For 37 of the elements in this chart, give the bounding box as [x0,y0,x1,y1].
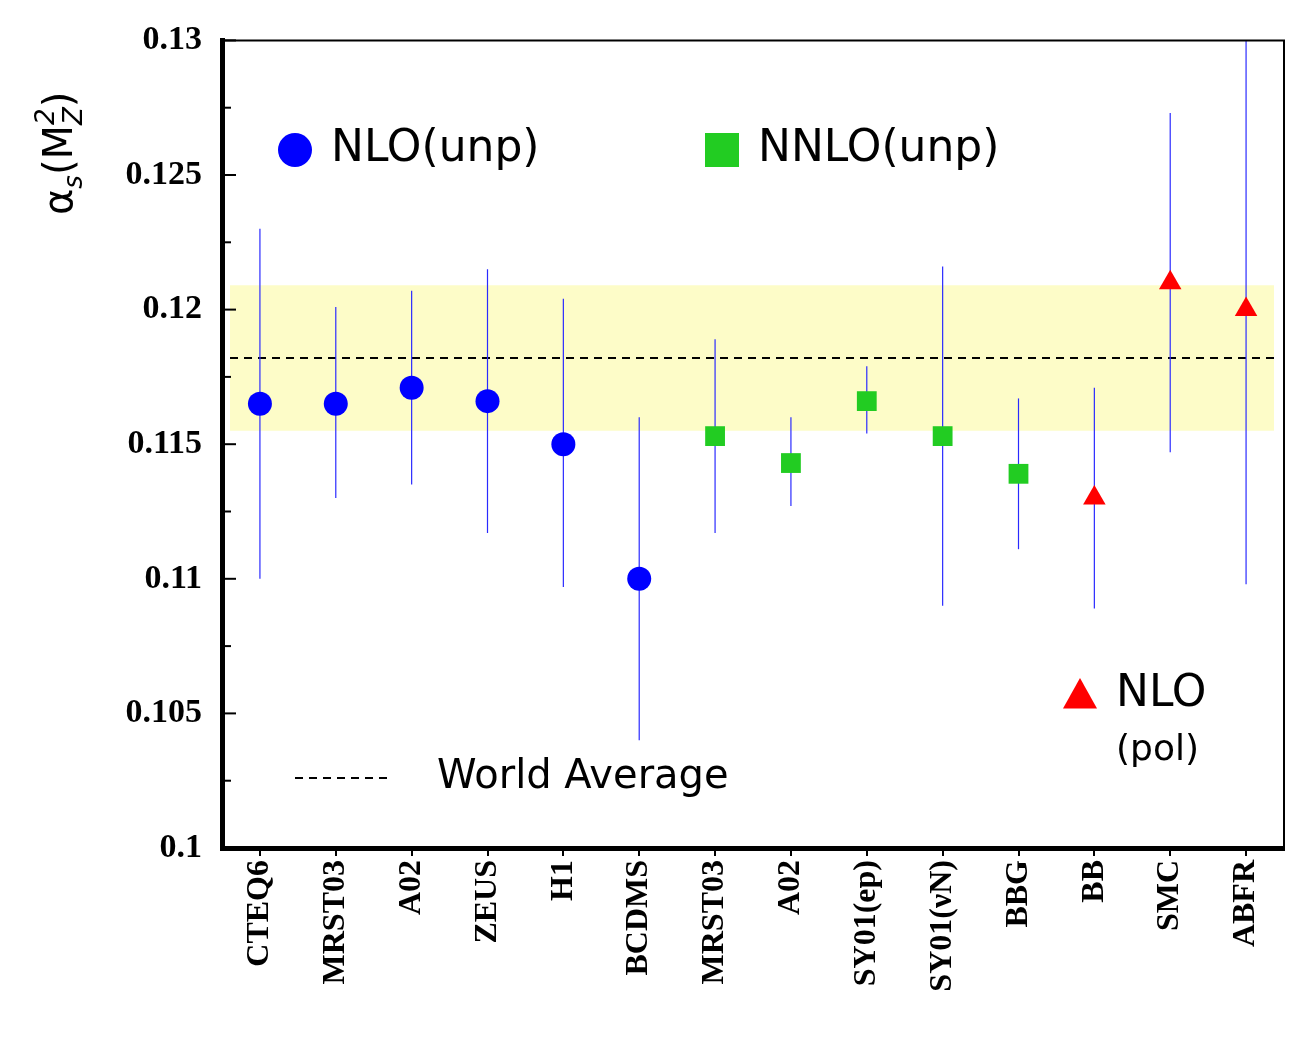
y-tick-label: 0.12 [142,288,202,326]
x-tick-label: SMC [1149,860,1186,932]
x-tick-label: MRST03 [694,860,731,985]
y-tick-label: 0.105 [125,692,202,730]
point [323,391,348,416]
point [1008,463,1029,484]
x-tick-label: BBG [997,859,1034,928]
y-tick-label: 0.125 [125,153,202,191]
x-tick-label: ABFR [1225,859,1262,948]
point [475,389,500,414]
point [627,566,652,591]
point [856,391,877,412]
x-tick-label: SY01(ep) [846,860,883,987]
point [551,432,576,457]
y-tick-label: 0.115 [127,422,202,460]
x-tick-label: MRST03 [315,860,352,985]
x-tick-label: SY01(νN) [921,860,958,992]
legend-label: NNLO(unp) [758,120,1000,172]
x-tick-label: CTEQ6 [239,860,276,967]
y-axis-title: αs(MZ2) [30,91,88,215]
y-tick-label: 0.13 [142,19,202,57]
point [247,391,272,416]
legend-label: NLO(unp) [331,120,540,172]
x-tick-label: BB [1073,860,1110,903]
point [781,453,801,473]
x-tick-label: H1 [542,860,579,901]
legend-label: World Average [437,751,729,798]
legend-label: NLO (pol) [1116,665,1207,769]
y-tick-label: 0.1 [159,826,202,864]
x-tick-label: A02 [770,860,807,916]
x-tick-label: ZEUS [466,860,503,944]
point [705,426,725,447]
point [399,375,424,400]
x-tick-label: A02 [390,860,427,916]
x-tick-label: BCDMS [618,860,655,976]
point [932,426,953,447]
y-tick-label: 0.11 [144,557,202,595]
